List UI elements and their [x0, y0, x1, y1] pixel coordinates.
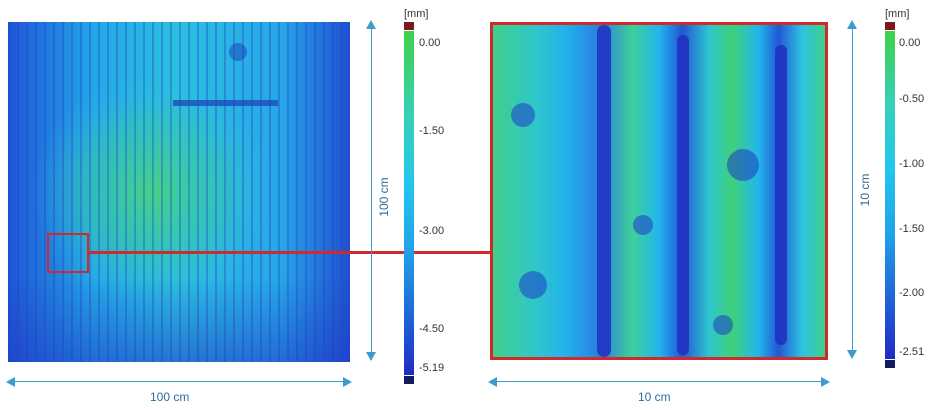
left-colorbar-max-swatch — [404, 22, 414, 30]
left-colorbar — [404, 31, 414, 375]
left-colorbar-tick: -1.50 — [419, 125, 445, 137]
left-colorbar-tick: -3.00 — [419, 225, 445, 237]
right-height-dimension-line — [852, 24, 853, 358]
right-colorbar-tick: -2.00 — [899, 287, 925, 299]
left-colorbar-unit: [mm] — [404, 8, 429, 20]
right-height-label: 10 cm — [858, 173, 872, 207]
left-height-map — [8, 22, 350, 362]
right-colorbar-tick: -1.00 — [899, 158, 925, 170]
right-arrow-up-icon — [847, 20, 857, 29]
left-height-map-image — [8, 22, 350, 362]
zoom-connector-line — [89, 251, 491, 254]
left-arrow-right-icon — [343, 377, 352, 387]
zoom-region-box — [47, 233, 89, 273]
right-colorbar-tick: -0.50 — [899, 93, 925, 105]
left-colorbar-tick: 0.00 — [419, 37, 441, 49]
left-width-label: 100 cm — [150, 390, 190, 404]
left-arrow-down-icon — [366, 352, 376, 361]
right-arrow-left-icon — [488, 377, 497, 387]
right-colorbar-min-swatch — [885, 360, 895, 368]
right-arrow-down-icon — [847, 350, 857, 359]
left-height-label: 100 cm — [377, 177, 391, 217]
left-arrow-up-icon — [366, 20, 376, 29]
left-width-dimension-line — [8, 381, 350, 382]
right-colorbar-tick: -1.50 — [899, 223, 925, 235]
right-colorbar-unit: [mm] — [885, 8, 910, 20]
right-width-label: 10 cm — [638, 390, 671, 404]
left-colorbar-min-swatch — [404, 376, 414, 384]
right-height-map — [490, 22, 828, 360]
left-colorbar-tick: -5.19 — [419, 362, 445, 374]
right-width-dimension-line — [490, 381, 828, 382]
right-colorbar-max-swatch — [885, 22, 895, 30]
right-colorbar-tick: 0.00 — [899, 37, 921, 49]
left-colorbar-tick: -4.50 — [419, 323, 445, 335]
right-height-map-image — [493, 25, 825, 357]
left-arrow-left-icon — [6, 377, 15, 387]
right-colorbar — [885, 31, 895, 359]
right-arrow-right-icon — [821, 377, 830, 387]
right-colorbar-tick: -2.51 — [899, 346, 925, 358]
left-height-dimension-line — [371, 24, 372, 360]
